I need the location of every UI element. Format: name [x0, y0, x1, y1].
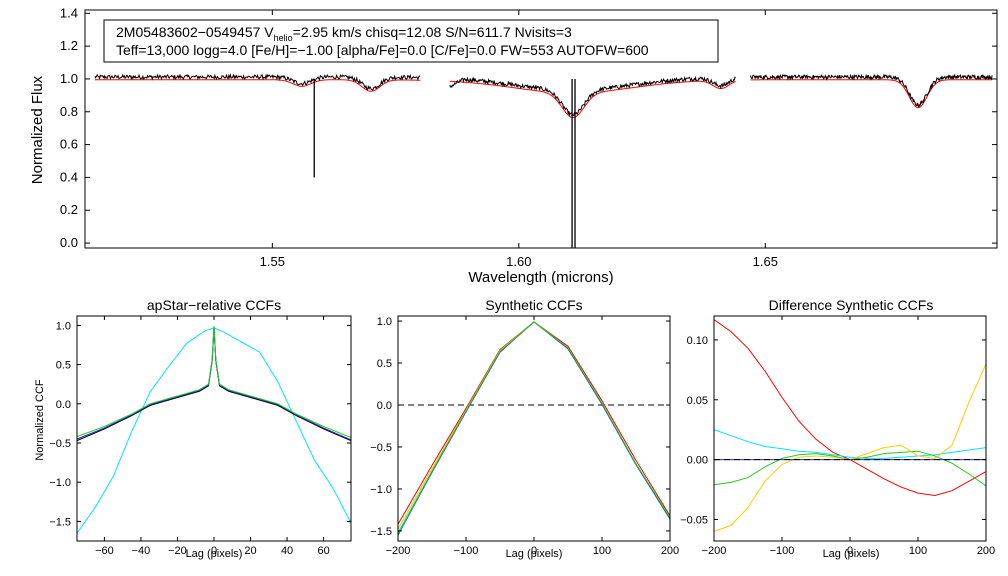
- synthetic-ccf-ytick-label: 0.0: [377, 400, 392, 412]
- apstar-ccf-xtick-label: 60: [317, 545, 329, 557]
- spectrum-ytick-label: 0.6: [60, 137, 78, 152]
- synthetic-ccf-axes-frame: [397, 315, 671, 542]
- apstar-ccf-x-label: Lag (pixels): [186, 548, 243, 560]
- spectrum-ytick-label: 0.8: [60, 104, 78, 119]
- apstar-ccf-y-label: Normalized CCF: [34, 379, 46, 461]
- annotation-box: [103, 19, 719, 63]
- difference-ccf-xtick-label: −200: [702, 545, 727, 557]
- difference-ccf-series-yellow: [714, 363, 986, 532]
- spectrum-xtick-label: 1.60: [506, 254, 531, 269]
- apstar-ccf-series-black: [77, 326, 351, 442]
- spectrum-data-line-blue: [94, 73, 421, 91]
- apstar-ccf-series-blue: [77, 326, 351, 441]
- difference-ccf-ytick-label: 0.05: [687, 395, 708, 407]
- spectrum-model-line-green: [449, 80, 736, 118]
- spectrum-data-line-green: [449, 75, 736, 117]
- synthetic-ccf-ytick-label: −0.5: [370, 442, 392, 454]
- synthetic-ccf-xtick-label: 100: [593, 545, 611, 557]
- apstar-ccf-series-green: [77, 326, 351, 438]
- spectrum-axes-frame: [84, 9, 998, 249]
- apstar-ccf-ytick-label: 0.5: [56, 360, 71, 372]
- spectrum-ytick-label: 1.0: [60, 71, 78, 86]
- synthetic-ccf-xtick-label: 200: [661, 545, 679, 557]
- difference-ccf-ytick-label: 0.10: [687, 335, 708, 347]
- synthetic-ccf-ytick-label: −1.5: [370, 526, 392, 538]
- spectrum-ytick-label: 0.4: [60, 169, 78, 184]
- synthetic-ccf-ytick-label: 0.5: [377, 358, 392, 370]
- synthetic-ccf-plot-area: [398, 321, 670, 536]
- synthetic-ccf-series-blue: [398, 321, 670, 536]
- annotation-line-1: 2M05483602−0549457 Vhelio=2.95 km/s chis…: [116, 24, 572, 43]
- difference-ccf-plot-area: [714, 319, 986, 532]
- difference-ccf-series-cyan: [714, 429, 986, 459]
- synthetic-ccf-xtick-label: −200: [386, 545, 411, 557]
- annotation-stats: =2.95 km/s chisq=12.08 S/N=611.7 Nvisits…: [293, 24, 572, 40]
- apstar-ccf-ytick-label: −0.5: [49, 438, 71, 450]
- spectrum-data-line-red: [750, 73, 993, 108]
- apstar-ccf-series-cyan: [77, 327, 351, 534]
- apstar-ccf-ytick-label: −1.0: [49, 477, 71, 489]
- spectrum-y-label: Normalized Flux: [29, 75, 46, 184]
- apstar-ccf-panel: apStar−relative CCFs −60 −40 −20 0 20 40 60 −1.…: [34, 297, 352, 560]
- synthetic-ccf-xtick-label: 0: [531, 545, 537, 557]
- apstar-ccf-xtick-label: 0: [211, 545, 217, 557]
- annotation-line-2: Teff=13,000 logg=4.0 [Fe/H]=−1.00 [alpha…: [116, 42, 649, 58]
- apstar-ccf-xtick-label: 20: [244, 545, 256, 557]
- difference-ccf-title: Difference Synthetic CCFs: [769, 297, 934, 313]
- apstar-ccf-ytick-label: 0.0: [56, 399, 71, 411]
- difference-ccf-panel: Difference Synthetic CCFs −200 −100 0 100 20…: [680, 297, 995, 560]
- synthetic-ccf-ticks: −200 −100 0 100 200 −1.5 −1.0 −0.5 0.0 0.5 1.0: [370, 316, 679, 557]
- apstar-ccf-ticks: −60 −40 −20 0 20 40 60 −1.5 −1.0 −0.5 0.0 0.5 1.0: [49, 316, 351, 557]
- difference-ccf-xtick-label: 200: [977, 545, 995, 557]
- difference-ccf-xtick-label: 0: [847, 545, 853, 557]
- difference-ccf-x-label: Lag (pixels): [823, 548, 880, 560]
- spectrum-x-label: Wavelength (microns): [468, 269, 613, 286]
- difference-ccf-axes-frame: [713, 315, 987, 542]
- difference-ccf-series-red: [714, 319, 986, 497]
- difference-ccf-xtick-label: 100: [909, 545, 927, 557]
- spectrum-ytick-label: 0.0: [60, 235, 78, 250]
- synthetic-ccf-ytick-label: −1.0: [370, 484, 392, 496]
- synthetic-ccf-series-red: [398, 321, 670, 525]
- synthetic-ccf-xtick-label: −100: [454, 545, 479, 557]
- apstar-ccf-axes-frame: [76, 315, 352, 542]
- annotation-vhelio-subscript: helio: [274, 33, 293, 43]
- spectrum-model-line-blue: [94, 79, 421, 92]
- apstar-ccf-title: apStar−relative CCFs: [147, 297, 281, 313]
- spectrum-panel: 1.55 1.60 1.65 0.0 0.2 0.4 0.6 0.8 1.0 1.2 1.4 2M0…: [29, 5, 998, 286]
- spectrum-xtick-label: 1.55: [260, 254, 285, 269]
- apstar-ccf-xtick-label: 40: [281, 545, 293, 557]
- difference-ccf-ytick-label: −0.05: [680, 514, 708, 526]
- spectrum-ytick-label: 0.2: [60, 202, 78, 217]
- synthetic-ccf-panel: Synthetic CCFs −200 −100 0 100 200 −1.5 −1.0 −0…: [370, 297, 679, 560]
- spectrum-xtick-label: 1.65: [753, 254, 778, 269]
- synthetic-ccf-title: Synthetic CCFs: [485, 297, 582, 313]
- apstar-ccf-plot-area: [77, 326, 351, 534]
- apstar-ccf-ytick-label: −1.5: [49, 516, 71, 528]
- synthetic-ccf-series-green: [398, 321, 670, 535]
- synthetic-ccf-series-cyan: [398, 321, 670, 533]
- apstar-ccf-xtick-label: −40: [132, 545, 151, 557]
- spectrum-plot-area: [94, 73, 993, 248]
- difference-ccf-series-green: [714, 450, 986, 487]
- apstar-ccf-ytick-label: 1.0: [56, 320, 71, 332]
- spectrum-ytick-label: 1.4: [60, 5, 78, 20]
- annotation-star-id: 2M05483602−0549457 V: [116, 24, 274, 40]
- difference-ccf-ticks: −200 −100 0 100 200 −0.05 0.00 0.05 0.10: [680, 316, 995, 557]
- spectrum-ticks: 1.55 1.60 1.65 0.0 0.2 0.4 0.6 0.8 1.0 1.2 1.4: [60, 5, 997, 269]
- apstar-ccf-xtick-label: −20: [168, 545, 187, 557]
- synthetic-ccf-x-label: Lag (pixels): [506, 548, 563, 560]
- synthetic-ccf-series-yellow: [398, 321, 670, 530]
- spectrum-model-line-red: [750, 79, 993, 109]
- apstar-ccf-xtick-label: −60: [95, 545, 114, 557]
- difference-ccf-ytick-label: 0.00: [687, 455, 708, 467]
- difference-ccf-xtick-label: −100: [770, 545, 795, 557]
- synthetic-ccf-ytick-label: 1.0: [377, 316, 392, 328]
- spectrum-ytick-label: 1.2: [60, 38, 78, 53]
